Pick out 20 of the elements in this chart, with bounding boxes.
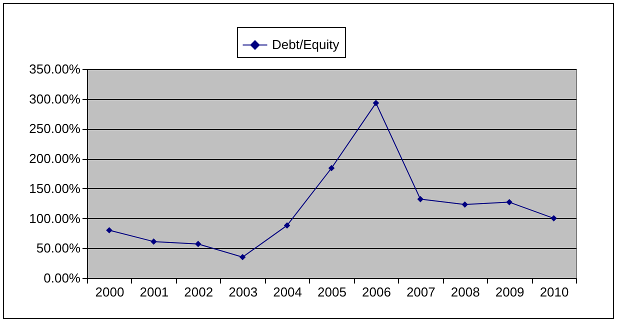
x-tick-label: 2001 <box>140 284 169 300</box>
legend-label: Debt/Equity <box>272 37 340 52</box>
y-tick-label: 350.00% <box>29 62 81 76</box>
x-tick-label: 2006 <box>362 284 391 300</box>
x-tick-label: 2008 <box>450 284 480 300</box>
x-tick-label: 2009 <box>495 284 524 300</box>
y-tick-label: 0.00% <box>44 270 81 286</box>
x-tick-label: 2004 <box>273 284 302 300</box>
y-tick-label: 250.00% <box>29 121 81 136</box>
x-tick-label: 2005 <box>318 284 346 300</box>
y-tick-label: 300.00% <box>29 91 81 106</box>
y-tick-label: 200.00% <box>29 151 81 166</box>
y-tick-label: 50.00% <box>36 240 81 256</box>
x-tick-label: 2002 <box>184 284 214 300</box>
y-tick-label: 150.00% <box>29 180 81 196</box>
y-tick-label: 100.00% <box>29 210 81 226</box>
x-tick-label: 2003 <box>228 284 258 300</box>
x-tick-label: 2007 <box>406 284 436 300</box>
x-tick-label: 2010 <box>540 284 569 300</box>
x-tick-label: 2000 <box>95 284 124 300</box>
